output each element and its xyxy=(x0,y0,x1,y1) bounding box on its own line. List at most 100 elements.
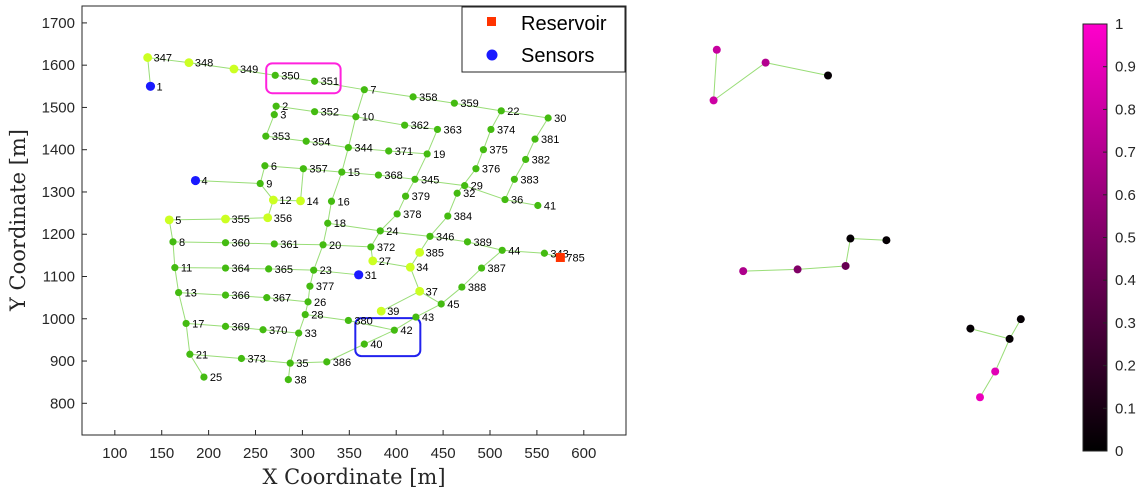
junction-node-379 xyxy=(401,192,410,200)
group-1-node-2 xyxy=(841,261,850,270)
colorbar-tick-label-9: 0.9 xyxy=(1115,59,1136,76)
group-0-node-3 xyxy=(824,71,832,80)
junction-node-382 xyxy=(522,155,530,164)
colorbar-tick-label-0: 0 xyxy=(1115,443,1123,460)
legend-reservoir-marker xyxy=(487,17,496,26)
y-tick-label-800: 800 xyxy=(50,395,75,412)
legend: Reservoir Sensors xyxy=(461,6,626,73)
group-1-node-3 xyxy=(846,234,855,243)
junction-node-357 xyxy=(299,165,307,173)
node-label-386: 386 xyxy=(333,357,351,369)
junction-node-355 xyxy=(221,214,230,224)
group-nodes xyxy=(709,45,1025,402)
node-label-360: 360 xyxy=(232,238,250,250)
node-label-35: 35 xyxy=(296,358,308,370)
junction-node-23 xyxy=(310,266,318,274)
pipe-352-10 xyxy=(314,111,356,118)
legend-reservoir-label: Reservoir xyxy=(521,13,607,35)
node-label-19: 19 xyxy=(433,149,445,161)
pipe-367-26 xyxy=(266,297,309,303)
node-label-345: 345 xyxy=(421,174,439,186)
junction-node-344 xyxy=(344,143,352,152)
pipe-8-360 xyxy=(172,241,226,244)
node-label-369: 369 xyxy=(232,321,250,333)
pipe-17-21 xyxy=(185,323,191,355)
node-label-363: 363 xyxy=(443,124,461,136)
x-tick-label-400: 400 xyxy=(384,445,409,462)
node-label-10: 10 xyxy=(362,112,374,124)
node-label-364: 364 xyxy=(232,263,250,275)
junction-node-359 xyxy=(450,99,458,107)
node-label-368: 368 xyxy=(384,170,402,182)
node-label-44: 44 xyxy=(508,245,520,257)
pipe-42-40 xyxy=(364,329,395,345)
node-label-370: 370 xyxy=(269,325,287,337)
pipe-45-43 xyxy=(415,303,442,318)
junction-node-15 xyxy=(338,168,346,176)
junction-node-29 xyxy=(461,182,469,190)
junction-node-36 xyxy=(501,195,509,204)
node-label-31: 31 xyxy=(365,270,377,282)
colorbar-tick-label-4: 0.4 xyxy=(1115,272,1136,289)
node-label-361: 361 xyxy=(280,239,298,251)
node-label-374: 374 xyxy=(497,124,515,136)
node-label-40: 40 xyxy=(370,339,382,351)
group-0-edge-0-1 xyxy=(713,49,718,101)
node-label-359: 359 xyxy=(460,98,478,110)
node-label-26: 26 xyxy=(314,297,326,309)
colorbar-ticks: 0 0.1 0.2 0.3 0.4 0.5 0.6 0.7 0.8 0.9 1 xyxy=(1103,16,1136,460)
pipe-2-352 xyxy=(276,105,315,113)
pipe-382-383 xyxy=(513,159,527,180)
junction-node-2 xyxy=(272,102,280,110)
pipe-373-35 xyxy=(241,358,291,364)
junction-node-24 xyxy=(376,227,384,235)
pipe-357-14 xyxy=(300,168,304,201)
junction-node-386 xyxy=(323,358,331,366)
junction-node-37 xyxy=(415,286,425,296)
junction-node-351 xyxy=(311,77,319,85)
pipe-8-11 xyxy=(172,241,176,268)
junction-node-39 xyxy=(376,306,386,316)
y-tick-label-1300: 1300 xyxy=(42,184,75,201)
junction-node-3 xyxy=(270,111,278,119)
junction-node-365 xyxy=(265,265,273,273)
group-2-node-3 xyxy=(991,367,1000,376)
node-label-352: 352 xyxy=(321,107,339,119)
pipe-354-344 xyxy=(306,140,349,149)
pipe-29-36 xyxy=(464,185,506,201)
group-0-node-2 xyxy=(761,58,770,67)
junction-node-367 xyxy=(263,294,271,302)
junction-node-40 xyxy=(360,340,368,348)
node-label-25: 25 xyxy=(210,372,222,384)
group-2-edge-1-3 xyxy=(994,338,1011,372)
pipe-4-9 xyxy=(195,180,261,185)
y-tick-label-1700: 1700 xyxy=(42,15,75,32)
node-label-350: 350 xyxy=(281,70,299,82)
group-2-edge-3-4 xyxy=(979,371,996,398)
pipe-21-25 xyxy=(189,354,205,378)
pipe-20-23 xyxy=(313,244,324,271)
junction-node-370 xyxy=(259,326,267,334)
pipe-1-347 xyxy=(147,57,151,87)
junction-node-374 xyxy=(487,125,495,134)
pipe-387-388 xyxy=(461,267,482,288)
node-label-24: 24 xyxy=(386,226,398,238)
junction-node-347 xyxy=(143,53,153,62)
x-ticks: 100 150 200 250 300 350 400 450 500 550 600 xyxy=(102,430,596,462)
pipe-389-44 xyxy=(467,241,503,251)
junction-node-22 xyxy=(497,107,505,115)
node-label-371: 371 xyxy=(395,146,413,158)
node-label-45: 45 xyxy=(447,299,459,311)
pipe-368-345 xyxy=(378,174,416,180)
junction-node-378 xyxy=(393,210,401,218)
pipe-34-27 xyxy=(372,260,411,268)
group-0-node-1 xyxy=(709,96,718,105)
node-label-29: 29 xyxy=(471,181,483,193)
junction-node-9 xyxy=(256,179,264,188)
node-label-33: 33 xyxy=(305,328,317,340)
pipe-359-22 xyxy=(454,102,502,112)
colorbar-tick-label-1: 0.1 xyxy=(1115,400,1136,417)
junction-node-360 xyxy=(221,239,230,247)
y-tick-label-1000: 1000 xyxy=(42,311,75,328)
